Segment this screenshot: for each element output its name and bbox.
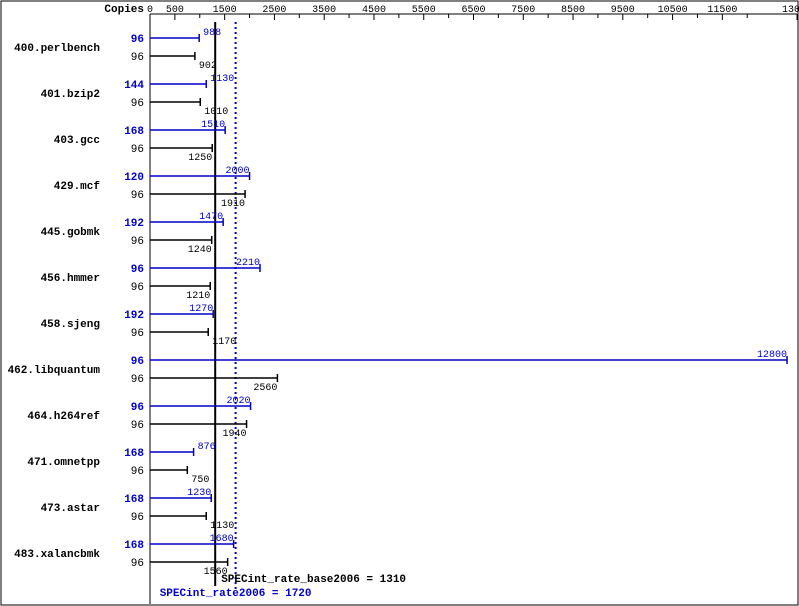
x-tick-label: 7500 <box>511 5 535 16</box>
benchmark-label: 462.libquantum <box>8 365 101 377</box>
x-tick-label: 6500 <box>461 5 485 16</box>
peak-copies: 96 <box>131 34 144 46</box>
base-copies: 96 <box>131 98 144 110</box>
base-value-label: 1130 <box>210 521 234 532</box>
peak-copies: 168 <box>124 494 144 506</box>
peak-value-label: 1470 <box>199 212 223 223</box>
x-tick-label: 2500 <box>262 5 286 16</box>
x-tick-label: 9500 <box>611 5 635 16</box>
base-value-label: 2560 <box>253 383 277 394</box>
benchmark-label: 464.h264ref <box>27 411 100 423</box>
base-value-label: 1240 <box>188 245 212 256</box>
x-tick-label: 0 <box>147 5 153 16</box>
x-tick-label: 13000 <box>782 5 799 16</box>
base-copies: 96 <box>131 374 144 386</box>
peak-value-label: 1270 <box>189 304 213 315</box>
base-value-label: 1250 <box>188 153 212 164</box>
peak-copies: 96 <box>131 264 144 276</box>
peak-copies: 168 <box>124 540 144 552</box>
base-value-label: 1940 <box>223 429 247 440</box>
base-copies: 96 <box>131 236 144 248</box>
benchmark-label: 473.astar <box>41 503 100 515</box>
peak-copies: 144 <box>124 80 144 92</box>
x-tick-label: 3500 <box>312 5 336 16</box>
base-copies: 96 <box>131 144 144 156</box>
benchmark-label: 401.bzip2 <box>41 89 100 101</box>
peak-value-label: 1510 <box>201 120 225 131</box>
x-tick-label: 5500 <box>412 5 436 16</box>
peak-copies: 192 <box>124 310 144 322</box>
peak-value-label: 2210 <box>236 258 260 269</box>
peak-copies: 120 <box>124 172 144 184</box>
peak-copies: 168 <box>124 126 144 138</box>
peak-copies: 96 <box>131 402 144 414</box>
peak-copies: 168 <box>124 448 144 460</box>
benchmark-label: 429.mcf <box>54 181 101 193</box>
summary-base: SPECint_rate_base2006 = 1310 <box>221 574 406 586</box>
benchmark-label: 400.perlbench <box>14 43 100 55</box>
x-tick-label: 11500 <box>707 5 737 16</box>
benchmark-label: 456.hmmer <box>41 273 100 285</box>
base-copies: 96 <box>131 190 144 202</box>
base-value-label: 1910 <box>221 199 245 210</box>
benchmark-label: 403.gcc <box>54 135 100 147</box>
peak-copies: 96 <box>131 356 144 368</box>
benchmark-label: 458.sjeng <box>41 319 100 331</box>
peak-value-label: 876 <box>198 442 216 453</box>
base-copies: 96 <box>131 328 144 340</box>
base-value-label: 750 <box>191 475 209 486</box>
peak-value-label: 1130 <box>210 74 234 85</box>
spec-rate-chart: 0 500 1500 2500 3500 4500 5500 6500 7500 8500 9500… <box>0 0 799 606</box>
x-tick-label: 8500 <box>561 5 585 16</box>
base-value-label: 1170 <box>212 337 236 348</box>
peak-value-label: 2000 <box>226 166 250 177</box>
x-tick-label: 10500 <box>658 5 688 16</box>
column-header-copies: Copies <box>104 4 144 16</box>
base-value-label: 1010 <box>204 107 228 118</box>
x-tick-label: 4500 <box>362 5 386 16</box>
peak-value-label: 2020 <box>227 396 251 407</box>
peak-value-label: 1230 <box>187 488 211 499</box>
benchmark-label: 483.xalancbmk <box>14 549 100 561</box>
benchmark-label: 471.omnetpp <box>27 457 100 469</box>
base-value-label: 902 <box>199 61 217 72</box>
base-copies: 96 <box>131 420 144 432</box>
x-tick-label: 500 <box>166 5 184 16</box>
summary-peak: SPECint_rate2006 = 1720 <box>160 588 312 600</box>
base-copies: 96 <box>131 52 144 64</box>
peak-copies: 192 <box>124 218 144 230</box>
base-value-label: 1210 <box>186 291 210 302</box>
peak-value-label: 12800 <box>757 350 787 361</box>
base-copies: 96 <box>131 282 144 294</box>
benchmark-label: 445.gobmk <box>41 227 101 239</box>
peak-value-label: 988 <box>203 28 221 39</box>
base-copies: 96 <box>131 558 144 570</box>
peak-value-label: 1680 <box>210 534 234 545</box>
x-tick-label: 1500 <box>213 5 237 16</box>
base-copies: 96 <box>131 466 144 478</box>
base-copies: 96 <box>131 512 144 524</box>
